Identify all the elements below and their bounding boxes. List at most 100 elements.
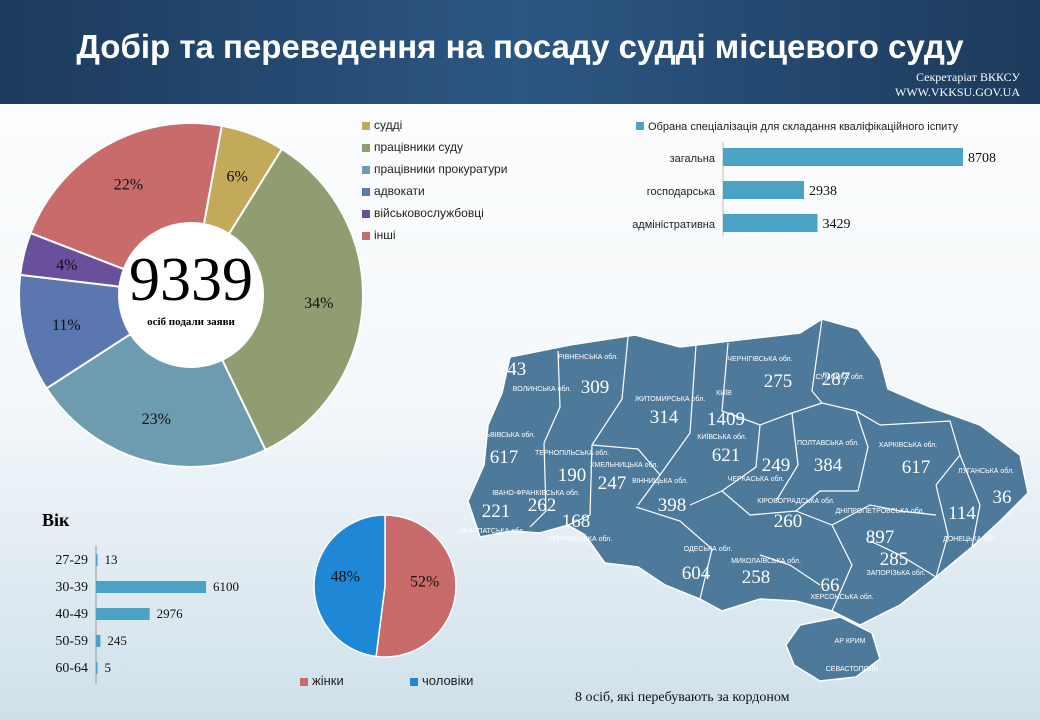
map-region-value: 604 bbox=[682, 563, 711, 584]
legend-swatch bbox=[362, 143, 370, 152]
donut-center-value: 9339 bbox=[129, 246, 253, 314]
ukraine-region-map: ВОЛИНСЬКА обл. 243 РІВНЕНСЬКА обл. 309 ЖИТОМ… bbox=[460, 318, 1029, 682]
map-region-name: ВІННИЦЬКА обл. bbox=[632, 477, 688, 485]
map-region-name: ДНІПРОПЕТРОВСЬКА обл. bbox=[835, 507, 924, 515]
gender-slice-label-1: 48% bbox=[331, 569, 360, 586]
gender-legend-item: чоловіки bbox=[410, 673, 473, 688]
spec-bar bbox=[723, 181, 804, 199]
map-region-name: ІВАНО-ФРАНКІВСЬКА обл. bbox=[492, 489, 580, 497]
map-region-name: ТЕРНОПІЛЬСЬКА обл. bbox=[535, 449, 609, 457]
map-region-name: ЗАКАРПАТСЬКА обл. bbox=[460, 527, 525, 535]
header-banner bbox=[0, 0, 1040, 104]
donut-legend-item: працівники суду bbox=[362, 140, 463, 154]
map-region-value: 314 bbox=[650, 407, 679, 428]
map-region-value: 309 bbox=[581, 377, 610, 398]
map-region-value: 398 bbox=[658, 495, 687, 516]
spec-bar-value: 2938 bbox=[809, 184, 837, 199]
legend-label: судді bbox=[374, 118, 403, 132]
map-region-value: 36 bbox=[993, 487, 1012, 508]
donut-legend-item: працівники прокуратури bbox=[362, 162, 507, 176]
abroad-footnote: 8 осіб, які перебувають за кордоном bbox=[575, 690, 790, 705]
age-bar-value: 5 bbox=[105, 660, 112, 675]
gender-pie-chart: 52% 48% bbox=[313, 514, 457, 658]
map-region-name: ЗАПОРІЗЬКА обл. bbox=[866, 569, 925, 577]
donut-legend-item: інші bbox=[362, 228, 396, 242]
org-credit: Секретаріат ВККСУ WWW.VKKSU.GOV.UA bbox=[895, 70, 1020, 100]
spec-category-label: адміністративна bbox=[632, 219, 716, 231]
spec-chart-title: Обрана спеціалізація для складання квалі… bbox=[648, 121, 958, 133]
map-region-value: 262 bbox=[528, 495, 557, 516]
map-region-name: СУМСЬКА обл. bbox=[815, 373, 864, 381]
age-bar bbox=[96, 554, 98, 566]
legend-swatch bbox=[300, 677, 308, 686]
map-region-value: 249 bbox=[762, 455, 791, 476]
spec-category-label: господарська bbox=[647, 186, 716, 198]
donut-legend-item: військовослужбовці bbox=[362, 206, 484, 220]
spec-category-label: загальна bbox=[670, 153, 716, 165]
gender-legend-item: жінки bbox=[300, 673, 344, 688]
age-bar-value: 6100 bbox=[213, 579, 239, 594]
applicants-donut-chart: 6% 34% 23% 11% 4% 22% 9339 осіб подали заяви bbox=[18, 122, 364, 468]
org-site: WWW.VKKSU.GOV.UA bbox=[895, 85, 1020, 99]
age-chart-title: Вік bbox=[42, 510, 70, 530]
map-region-name: КІРОВОГРАДСЬКА обл. bbox=[757, 497, 835, 505]
map-region-value: 617 bbox=[902, 457, 931, 478]
spec-legend-swatch bbox=[636, 122, 644, 130]
map-region-value: 114 bbox=[948, 503, 976, 524]
legend-label: працівники прокуратури bbox=[374, 162, 508, 176]
legend-label: чоловіки bbox=[422, 673, 474, 688]
donut-center bbox=[119, 223, 263, 367]
map-region-value: 1409 bbox=[707, 409, 745, 430]
legend-swatch bbox=[362, 209, 370, 218]
map-region-name: РІВНЕНСЬКА обл. bbox=[558, 353, 618, 361]
age-bar bbox=[96, 581, 206, 593]
region-borders bbox=[529, 318, 981, 612]
map-region-value: 247 bbox=[598, 473, 627, 494]
donut-center-caption: осіб подали заяви bbox=[147, 316, 235, 328]
gender-slice-label-0: 52% bbox=[410, 573, 439, 590]
donut-slice-label-1: 34% bbox=[304, 295, 333, 312]
map-region-name: МИКОЛАЇВСЬКА обл. bbox=[731, 557, 801, 565]
spec-bar bbox=[723, 148, 963, 166]
legend-label: інші bbox=[374, 228, 396, 242]
map-region-name: ДОНЕЦЬКА обл. bbox=[943, 535, 997, 543]
map-region-value: 190 bbox=[558, 465, 587, 486]
donut-slice-label-5: 22% bbox=[114, 176, 143, 193]
age-bar bbox=[96, 635, 101, 647]
map-region-name: ПОЛТАВСЬКА обл. bbox=[797, 439, 859, 447]
spec-bar-value: 8708 bbox=[968, 151, 996, 166]
legend-label: військовослужбовці bbox=[374, 206, 484, 220]
map-region-name: КИЇВ bbox=[716, 389, 732, 397]
spec-bar bbox=[723, 214, 818, 232]
legend-swatch bbox=[362, 121, 370, 130]
map-region-name: ОДЕСЬКА обл. bbox=[684, 545, 733, 553]
age-bar-value: 13 bbox=[105, 552, 118, 567]
age-bar-value: 245 bbox=[107, 633, 127, 648]
age-bar-chart: 27-29 13 30-39 6100 40-49 2976 50-59 245 60-64 5 bbox=[55, 546, 239, 684]
map-region-value: 384 bbox=[814, 455, 843, 476]
map-region-value: 260 bbox=[774, 511, 803, 532]
legend-swatch bbox=[362, 187, 370, 196]
donut-slice-label-3: 11% bbox=[52, 317, 81, 334]
gender-slice-0 bbox=[375, 514, 457, 658]
legend-swatch bbox=[410, 677, 418, 686]
map-region-name: АР КРИМ bbox=[835, 638, 866, 645]
age-category-label: 40-49 bbox=[55, 607, 88, 622]
map-region-name: ЛЬВІВСЬКА обл. bbox=[481, 431, 535, 439]
map-region-value: 617 bbox=[490, 447, 519, 468]
map-region-name: ЧЕРНІГІВСЬКА обл. bbox=[727, 355, 792, 363]
map-region-value: 287 bbox=[822, 369, 851, 390]
crimea-outline bbox=[785, 616, 881, 682]
map-region-name: ВОЛИНСЬКА обл. bbox=[513, 385, 571, 393]
spec-bar-value: 3429 bbox=[823, 217, 851, 232]
map-region-name: ЧЕРКАСЬКА обл. bbox=[728, 475, 785, 483]
gender-slice-1 bbox=[313, 514, 386, 658]
age-bar bbox=[96, 608, 150, 620]
legend-label: жінки bbox=[312, 673, 344, 688]
map-region-value: 168 bbox=[562, 511, 591, 532]
map-region-value: 285 bbox=[880, 549, 909, 570]
specialization-bar-chart: Обрана спеціалізація для складання квалі… bbox=[632, 121, 996, 236]
map-region-name: ХАРКІВСЬКА обл. bbox=[879, 441, 937, 449]
org-name: Секретаріат ВККСУ bbox=[916, 70, 1020, 84]
age-category-label: 60-64 bbox=[55, 661, 88, 676]
